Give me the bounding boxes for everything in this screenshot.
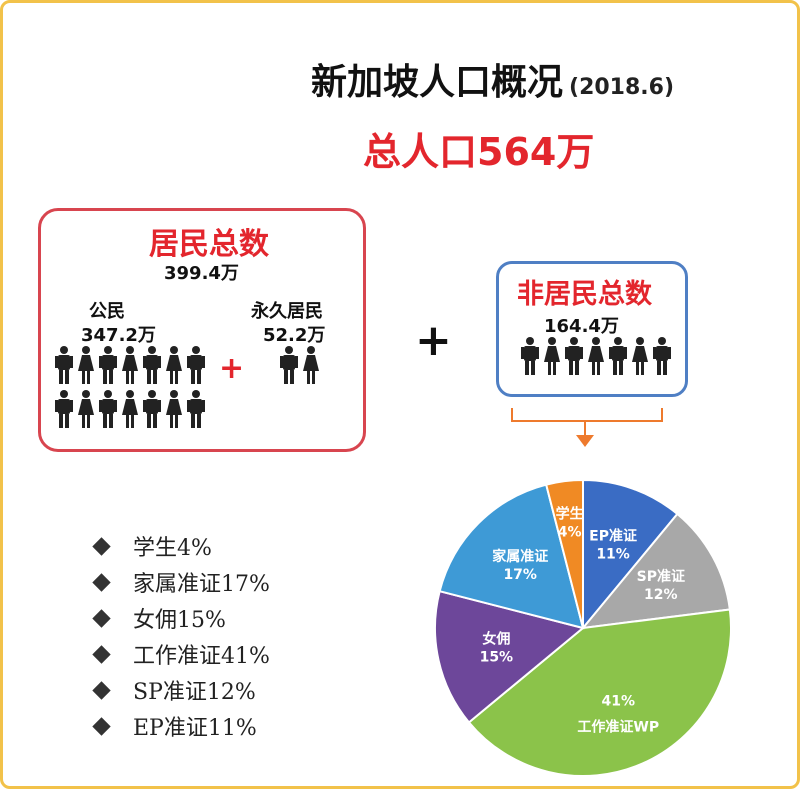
total-value: 564万 xyxy=(477,130,595,174)
legend-item: 工作准证41% xyxy=(92,636,270,672)
non-residents-title: 非居民总数 xyxy=(517,279,652,310)
plus-operator: + xyxy=(415,315,452,366)
pr-label: 永久居民 xyxy=(251,301,323,322)
female-person-icon xyxy=(78,346,94,384)
down-arrow-icon xyxy=(576,435,594,447)
male-person-icon xyxy=(280,346,298,384)
non-residents-pie-chart: EP准证 11% SP准证 12% 工作准证WP 41% 女佣 15% 家属准证 17% 学生 4% xyxy=(434,478,732,777)
female-person-icon xyxy=(632,337,648,375)
female-person-icon xyxy=(166,390,182,428)
non-residents-people-icons xyxy=(519,336,673,376)
male-person-icon xyxy=(653,337,671,375)
page-title: 新加坡人口概况 (2018.6) xyxy=(311,53,674,105)
male-person-icon xyxy=(55,346,73,384)
legend-text: 女佣15% xyxy=(133,608,226,633)
residents-box: 居民总数 399.4万 公民 347.2万 永久居民 52.2万 + xyxy=(38,208,366,452)
legend-text: 工作准证41% xyxy=(133,644,270,669)
diamond-bullet-icon xyxy=(92,716,111,736)
citizens-people-icons xyxy=(53,345,207,385)
male-person-icon xyxy=(99,390,117,428)
diamond-bullet-icon xyxy=(92,644,111,664)
residents-title: 居民总数 xyxy=(149,227,269,262)
female-person-icon xyxy=(122,390,138,428)
male-person-icon xyxy=(187,390,205,428)
legend-text: SP准证12% xyxy=(133,680,256,705)
pie-slice-name: 女佣 xyxy=(482,630,510,647)
pie-slice-percent: 4% xyxy=(558,524,582,540)
residents-total: 399.4万 xyxy=(164,263,239,284)
female-person-icon xyxy=(588,337,604,375)
pie-slice-percent: 12% xyxy=(644,587,678,603)
pr-value: 52.2万 xyxy=(263,325,326,346)
male-person-icon xyxy=(143,390,161,428)
pie-slice-name: 工作准证WP xyxy=(577,718,659,735)
legend-item: 女佣15% xyxy=(92,600,270,636)
diamond-bullet-icon xyxy=(92,680,111,700)
pie-slice-percent: 17% xyxy=(503,567,537,583)
male-person-icon xyxy=(187,346,205,384)
male-person-icon xyxy=(99,346,117,384)
pie-slice xyxy=(544,478,584,629)
male-person-icon xyxy=(143,346,161,384)
female-person-icon xyxy=(166,346,182,384)
female-person-icon xyxy=(78,390,94,428)
pie-slice xyxy=(438,483,585,630)
non-residents-total: 164.4万 xyxy=(544,316,619,337)
female-person-icon xyxy=(122,346,138,384)
non-residents-box: 非居民总数 164.4万 xyxy=(496,261,688,397)
pie-slice-percent: 15% xyxy=(480,649,514,665)
down-arrow-line xyxy=(584,422,586,440)
pr-people-icons xyxy=(278,345,322,385)
pie-slice-name: SP准证 xyxy=(637,568,685,585)
non-residents-bracket xyxy=(511,408,663,422)
pie-slice-name: 家属准证 xyxy=(492,548,548,565)
citizens-value: 347.2万 xyxy=(81,325,156,346)
female-person-icon xyxy=(303,346,319,384)
diamond-bullet-icon xyxy=(92,536,111,556)
male-person-icon xyxy=(521,337,539,375)
diamond-bullet-icon xyxy=(92,572,111,592)
pie-slice-name: 学生 xyxy=(556,505,584,522)
legend-text: 家属准证17% xyxy=(133,572,270,597)
pie-slice-percent: 11% xyxy=(596,546,630,562)
pie-slice xyxy=(434,589,586,724)
male-person-icon xyxy=(55,390,73,428)
legend-item: EP准证11% xyxy=(92,708,270,744)
legend-item: 家属准证17% xyxy=(92,564,270,600)
title-year: (2018.6) xyxy=(569,75,675,100)
legend-item: 学生4% xyxy=(92,528,270,564)
diamond-bullet-icon xyxy=(92,608,111,628)
residents-plus: + xyxy=(219,351,245,386)
citizens-label: 公民 xyxy=(89,301,125,322)
male-person-icon xyxy=(565,337,583,375)
male-person-icon xyxy=(609,337,627,375)
legend-item: SP准证12% xyxy=(92,672,270,708)
female-person-icon xyxy=(544,337,560,375)
title-text: 新加坡人口概况 xyxy=(311,62,564,103)
pie-slice-name: EP准证 xyxy=(589,527,637,544)
legend: 学生4% 家属准证17% 女佣15% 工作准证41% SP准证12% EP准证1… xyxy=(92,528,270,744)
citizens-people-icons-row2 xyxy=(53,389,207,429)
total-population: 总人口564万 xyxy=(363,121,594,176)
total-label: 总人口 xyxy=(363,130,478,174)
pie-slice xyxy=(582,478,679,631)
pie-slice xyxy=(580,512,731,630)
pie-slice xyxy=(467,608,732,777)
pie-slice-percent: 41% xyxy=(602,693,636,709)
legend-text: EP准证11% xyxy=(133,716,257,741)
legend-text: 学生4% xyxy=(133,536,212,561)
